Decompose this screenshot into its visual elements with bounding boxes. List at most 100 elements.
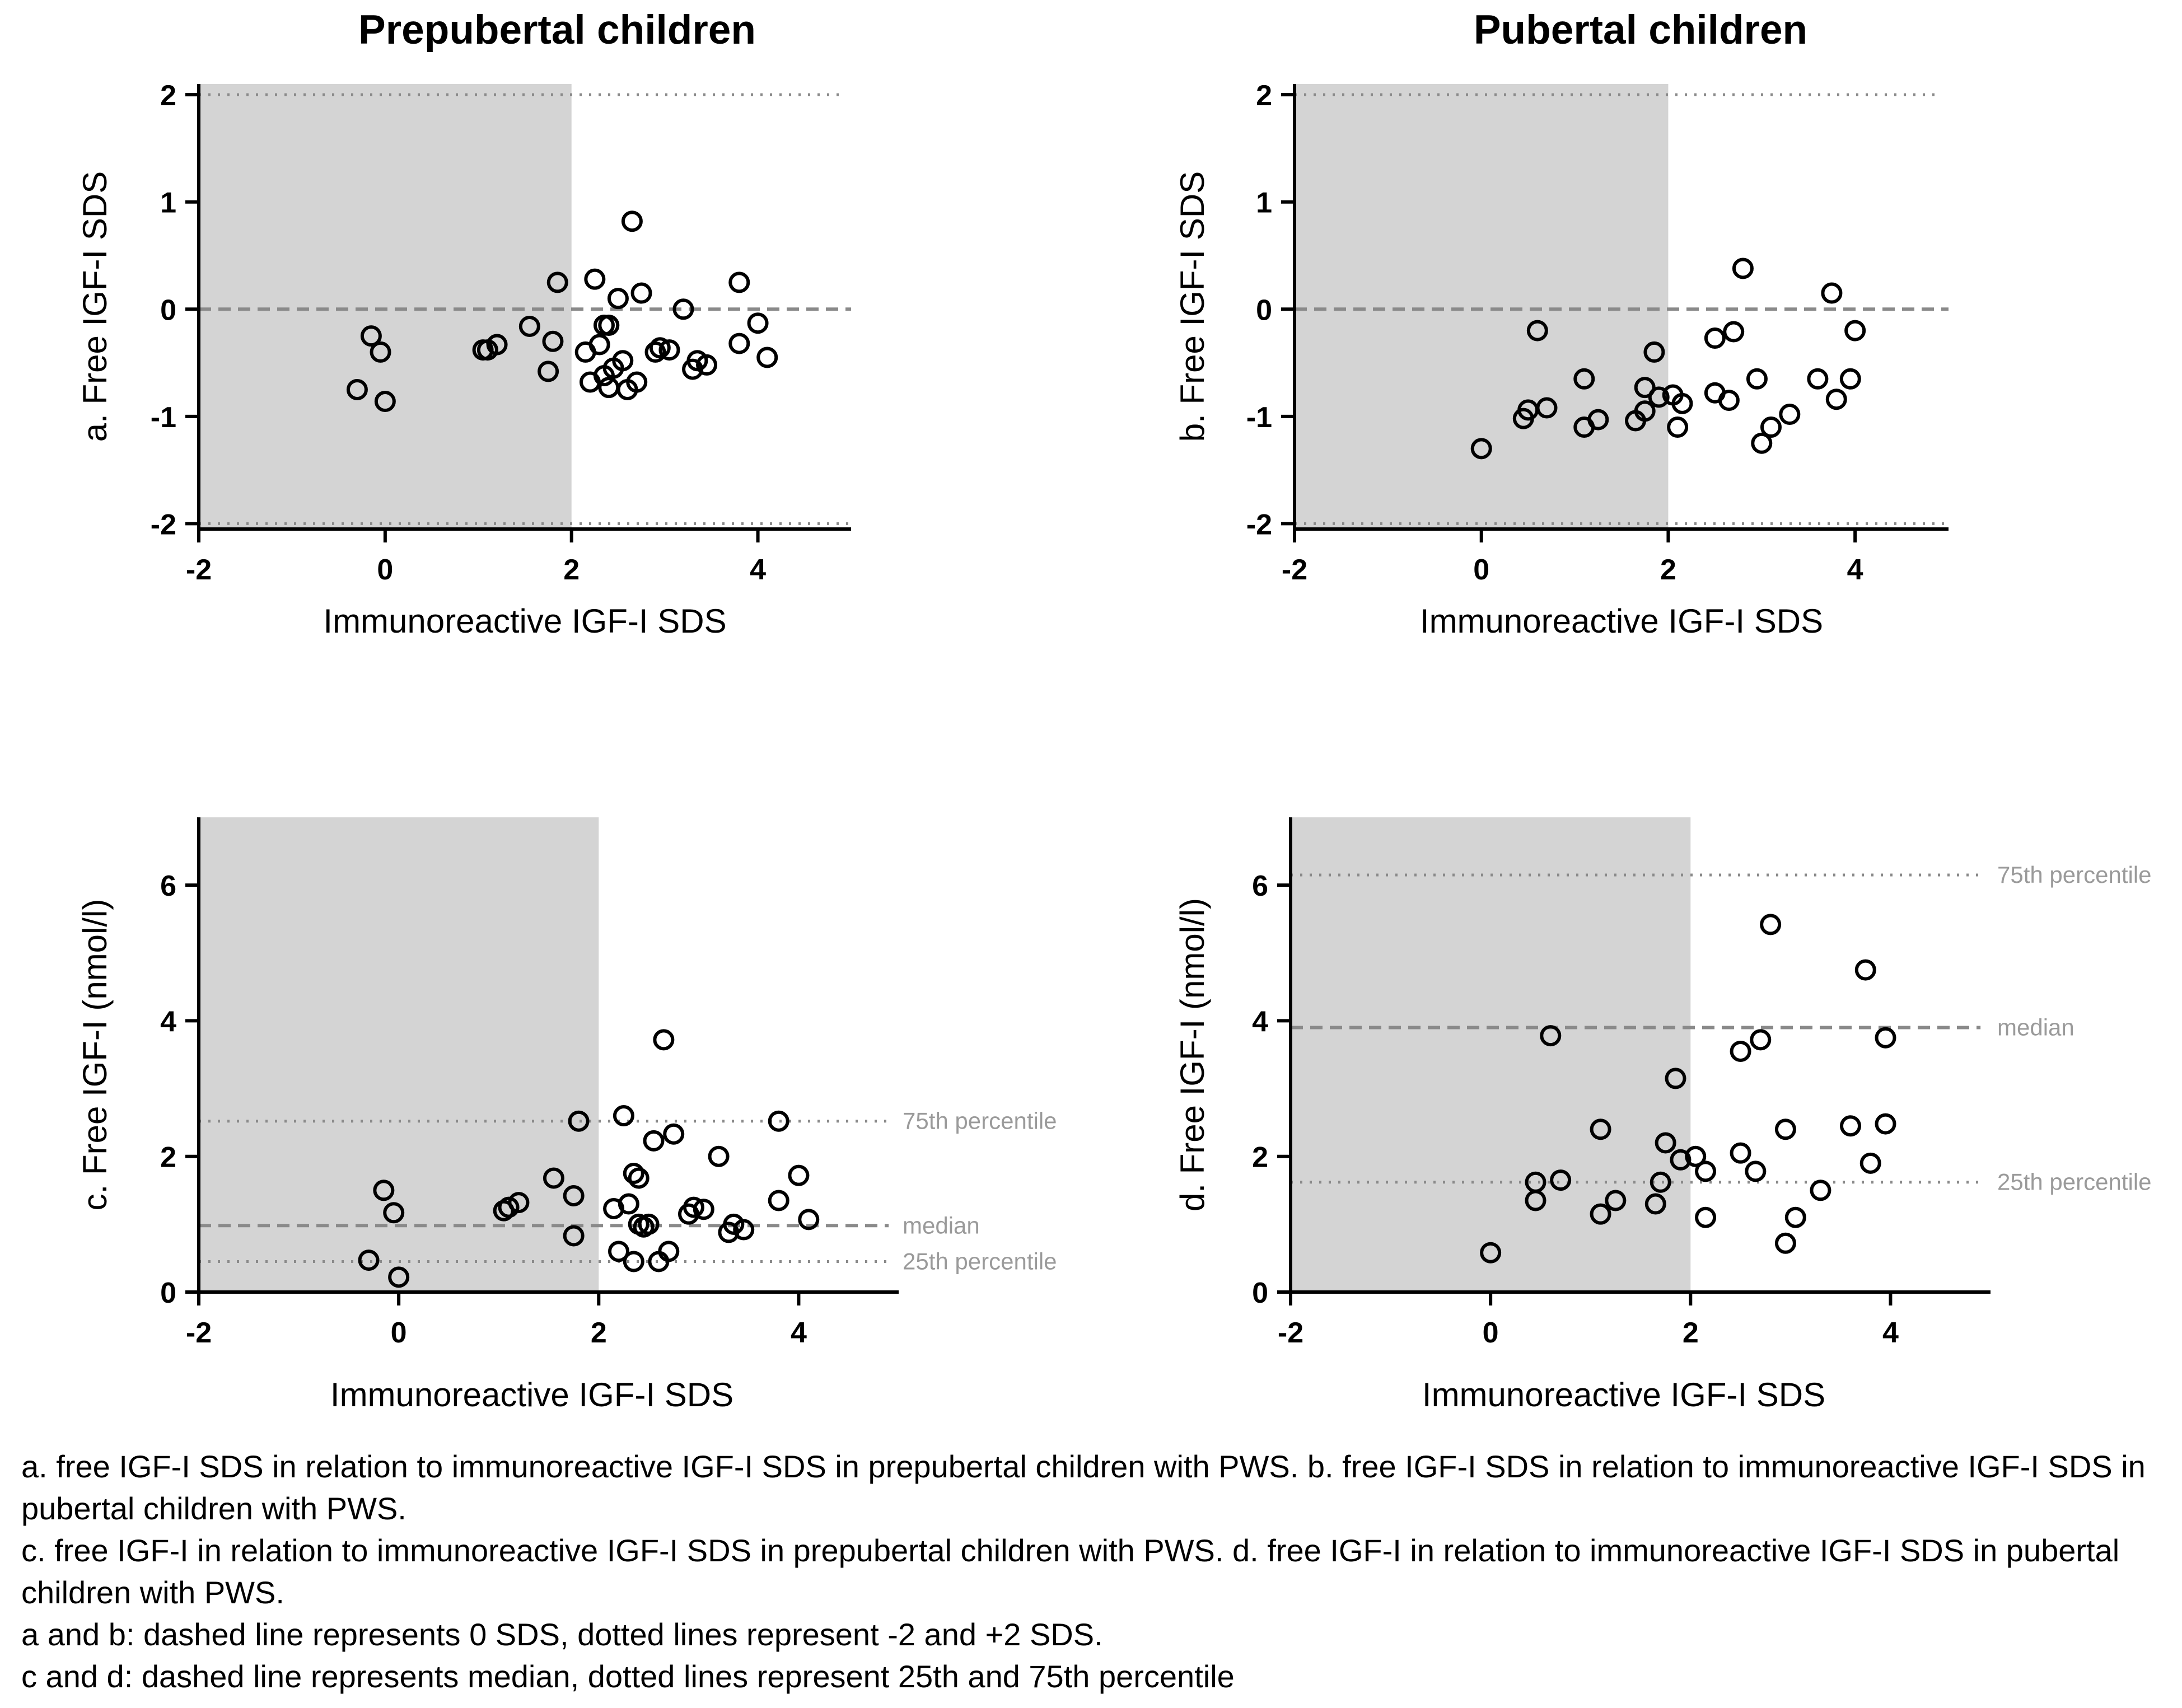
reference-line-label: median bbox=[903, 1212, 980, 1238]
data-point bbox=[1605, 1190, 1627, 1211]
data-point bbox=[658, 1241, 680, 1262]
data-point bbox=[618, 1193, 639, 1215]
y-tick-label: -2 bbox=[1246, 508, 1272, 541]
data-point bbox=[542, 330, 564, 352]
data-point bbox=[508, 1192, 530, 1214]
data-point bbox=[1821, 282, 1843, 304]
data-point bbox=[663, 1123, 685, 1145]
y-tick-label: -1 bbox=[151, 401, 176, 434]
shaded-region bbox=[1295, 84, 1669, 529]
data-point bbox=[1665, 1068, 1686, 1089]
data-point bbox=[1807, 368, 1829, 390]
data-point bbox=[623, 1163, 644, 1184]
data-point bbox=[1839, 368, 1861, 390]
y-tick-label: 2 bbox=[160, 1141, 176, 1174]
data-point bbox=[788, 1164, 810, 1186]
y-tick-label: 4 bbox=[160, 1005, 176, 1038]
panel-b: -2 0 2 4 -2 -1 0 1 2 Immunoreactive IGF-I SDS b. F… bbox=[1174, 79, 1949, 640]
data-point bbox=[1859, 1152, 1881, 1174]
data-point bbox=[683, 1196, 704, 1218]
data-point bbox=[628, 1167, 650, 1189]
data-point bbox=[1854, 959, 1876, 981]
data-point bbox=[538, 361, 559, 382]
data-point bbox=[1730, 1142, 1751, 1164]
y-tick-label: 1 bbox=[1256, 187, 1272, 219]
x-tick-label: 0 bbox=[391, 1317, 407, 1349]
data-point bbox=[630, 282, 652, 304]
data-point bbox=[1844, 320, 1866, 341]
x-tick-label: 2 bbox=[563, 554, 580, 586]
data-point bbox=[1648, 386, 1670, 408]
y-tick-label: 4 bbox=[1252, 1005, 1268, 1038]
x-tick-label: -2 bbox=[186, 1317, 212, 1349]
data-point bbox=[1825, 389, 1847, 410]
reference-line-label: 75th percentile bbox=[903, 1108, 1057, 1134]
y-tick-label: 1 bbox=[160, 187, 176, 219]
x-axis-label: Immunoreactive IGF-I SDS bbox=[323, 602, 726, 640]
data-point bbox=[623, 1251, 644, 1272]
x-tick-label: 4 bbox=[1847, 554, 1863, 586]
data-point bbox=[498, 1196, 520, 1218]
data-point bbox=[672, 298, 694, 320]
data-point bbox=[1751, 432, 1773, 454]
data-point bbox=[1536, 397, 1558, 419]
data-point bbox=[1634, 377, 1656, 399]
title-prepubertal: Prepubertal children bbox=[358, 7, 756, 53]
data-point bbox=[598, 315, 620, 336]
data-point bbox=[358, 1250, 380, 1271]
y-tick-label: 2 bbox=[160, 79, 176, 112]
x-axis-label: Immunoreactive IGF-I SDS bbox=[1420, 602, 1823, 640]
panel-a: -2 0 2 4 -2 -1 0 1 2 Immunoreactive IGF-I SDS a. F… bbox=[76, 79, 851, 640]
data-point bbox=[626, 371, 648, 393]
x-tick-label: 4 bbox=[791, 1317, 807, 1349]
x-tick-label: -2 bbox=[186, 554, 212, 586]
data-point bbox=[546, 272, 568, 293]
data-point bbox=[1540, 1025, 1562, 1047]
data-point bbox=[568, 1110, 590, 1132]
data-point bbox=[1695, 1160, 1717, 1182]
panel-a-chart: -2 0 2 4 -2 -1 0 1 2 Immunoreactive IGF-I SDS a. F… bbox=[76, 79, 2152, 1414]
data-point bbox=[1644, 1193, 1666, 1215]
data-point bbox=[1704, 327, 1726, 349]
data-point bbox=[1590, 1203, 1611, 1225]
caption-line-3: a and b: dashed line represents 0 SDS, d… bbox=[21, 1617, 1103, 1652]
data-point bbox=[370, 341, 391, 363]
data-point bbox=[608, 1241, 629, 1262]
data-point bbox=[1730, 1040, 1751, 1062]
data-point bbox=[1655, 1132, 1676, 1154]
data-point bbox=[607, 288, 629, 310]
data-point bbox=[518, 315, 540, 337]
data-point bbox=[798, 1209, 820, 1230]
shaded-region bbox=[1291, 817, 1691, 1292]
y-axis-label: b. Free IGF-I SDS bbox=[1174, 171, 1211, 442]
data-point bbox=[1685, 1145, 1707, 1167]
x-tick-label: 4 bbox=[750, 554, 766, 586]
data-point bbox=[1779, 404, 1801, 425]
data-point bbox=[1695, 1206, 1717, 1228]
y-tick-label: -1 bbox=[1246, 401, 1272, 434]
data-point bbox=[1525, 1190, 1546, 1211]
data-point bbox=[383, 1202, 405, 1224]
data-point bbox=[643, 1130, 665, 1152]
y-tick-label: 0 bbox=[160, 1277, 176, 1309]
data-point bbox=[1723, 321, 1745, 343]
x-tick-label: 0 bbox=[1473, 554, 1489, 586]
data-point bbox=[653, 1029, 675, 1051]
data-point bbox=[658, 339, 680, 361]
data-point bbox=[1760, 417, 1782, 438]
data-point bbox=[728, 272, 750, 293]
data-point bbox=[1634, 400, 1656, 422]
x-tick-label: 2 bbox=[1660, 554, 1676, 586]
data-point bbox=[1774, 1232, 1796, 1254]
data-point bbox=[1875, 1027, 1896, 1049]
y-tick-label: 0 bbox=[1256, 294, 1272, 326]
data-point bbox=[621, 210, 643, 232]
x-axis-label: Immunoreactive IGF-I SDS bbox=[330, 1376, 733, 1414]
data-point bbox=[768, 1190, 789, 1211]
data-point bbox=[563, 1185, 585, 1206]
data-point bbox=[1840, 1115, 1861, 1137]
data-point bbox=[638, 1213, 660, 1235]
x-tick-label: 0 bbox=[1483, 1317, 1499, 1349]
reference-line-label: median bbox=[1997, 1014, 2074, 1041]
y-axis-label: d. Free IGF-I (nmol/l) bbox=[1174, 898, 1211, 1211]
